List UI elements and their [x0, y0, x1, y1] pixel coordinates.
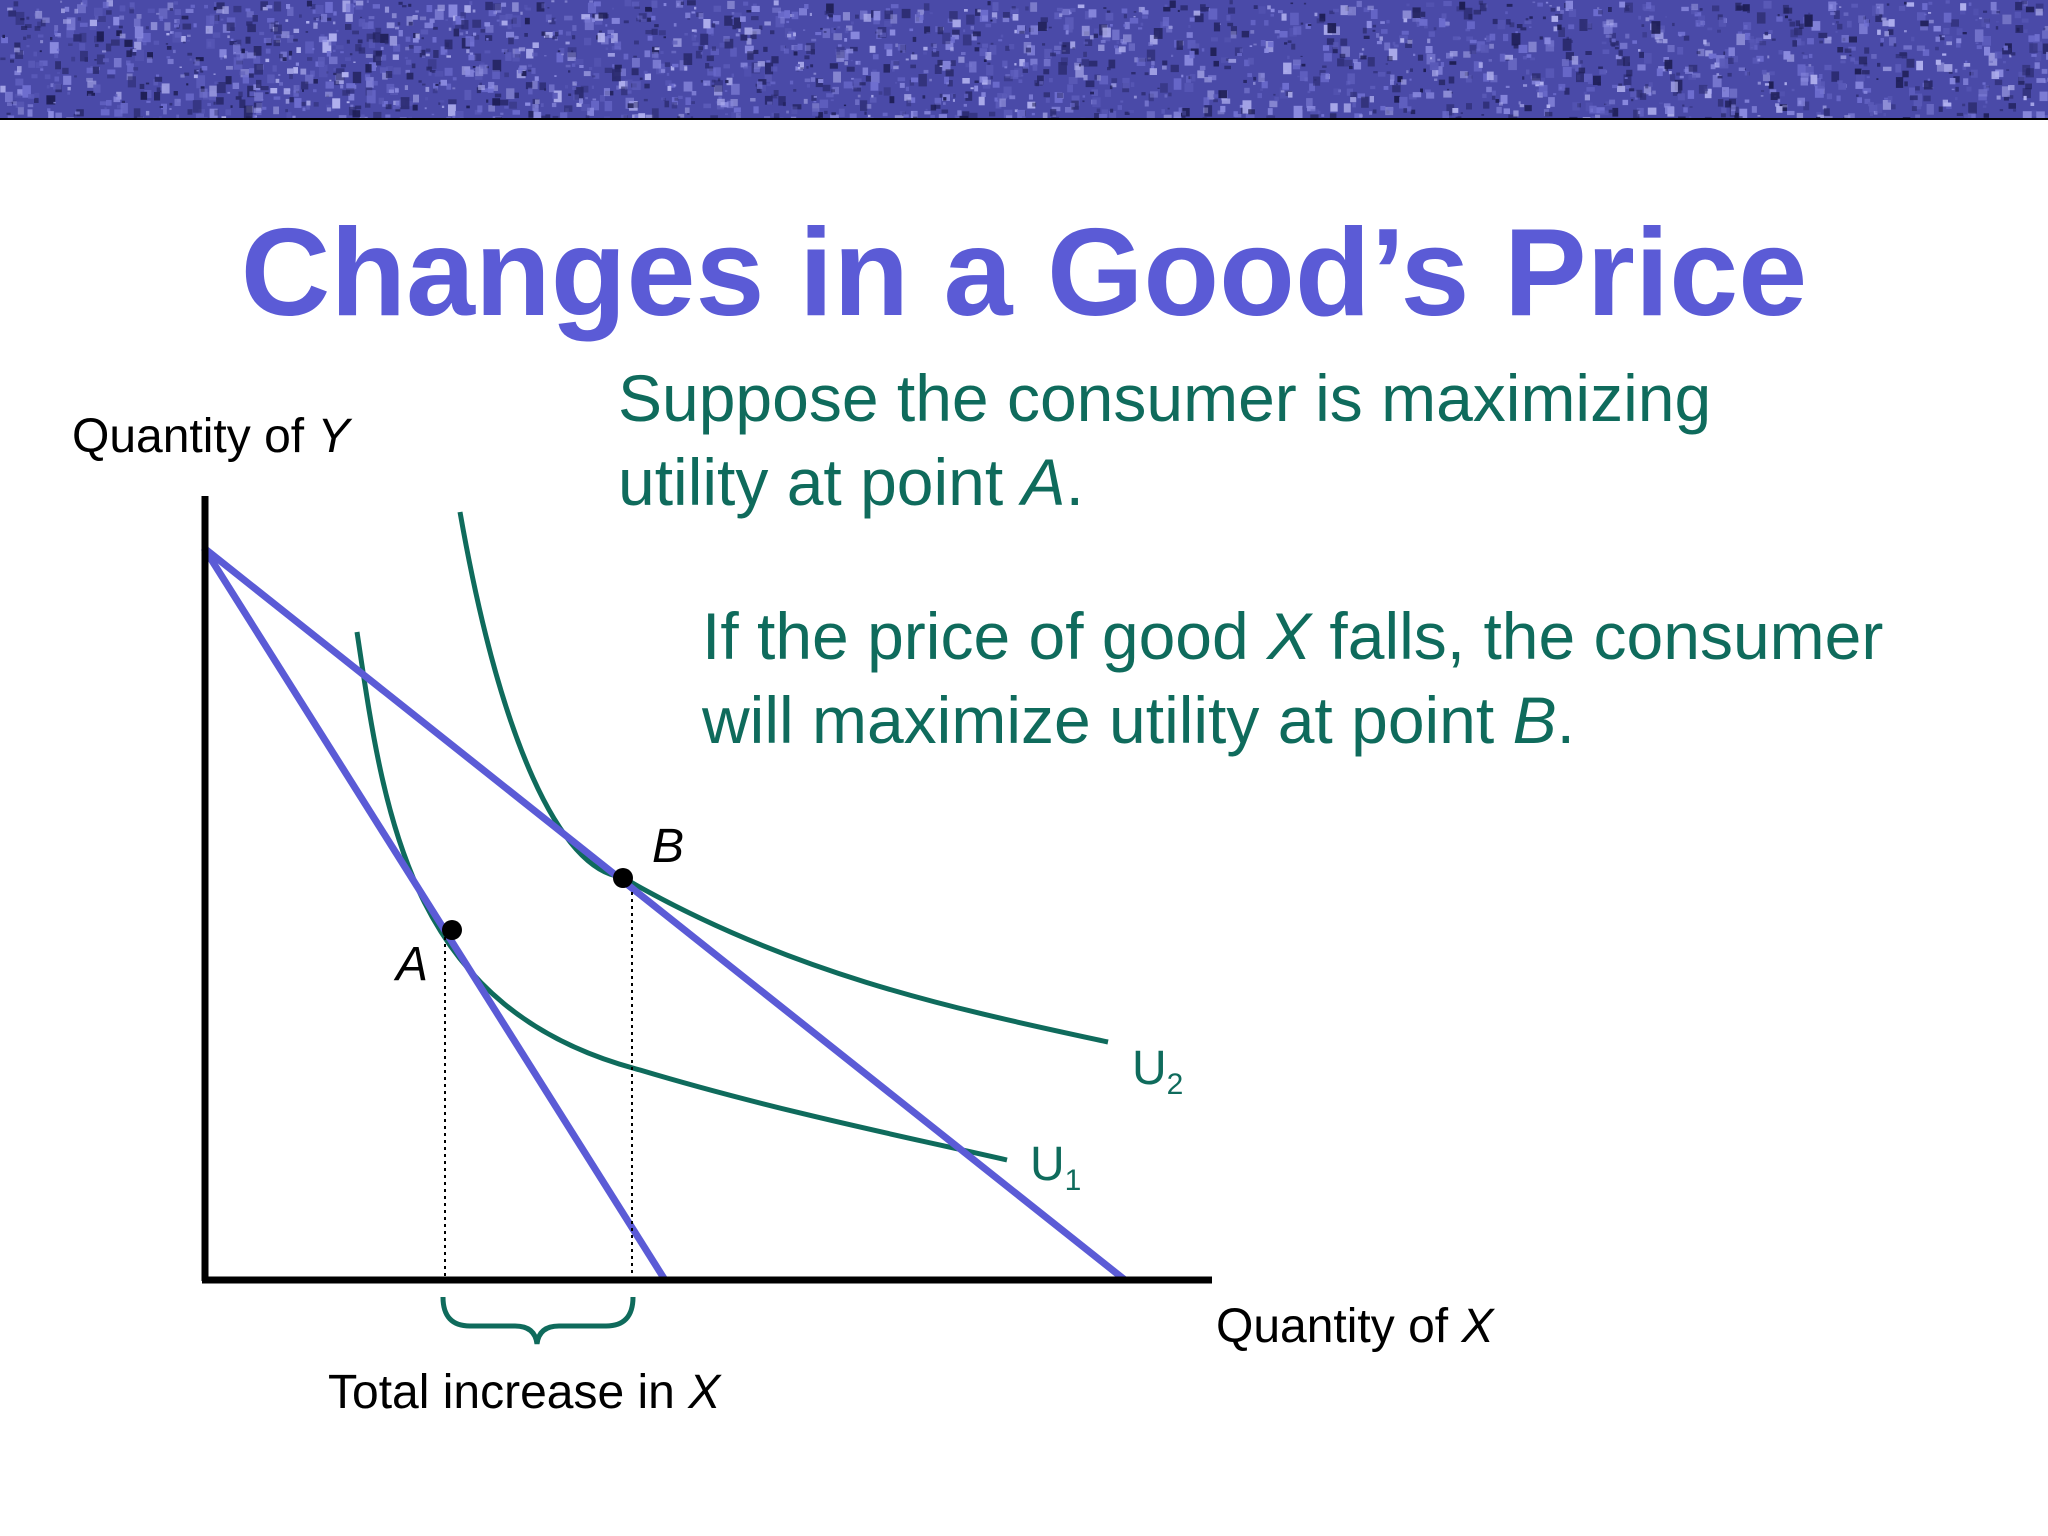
bracket-label-text: Total increase in	[328, 1366, 689, 1419]
point-a-label: A	[396, 936, 428, 994]
y-axis-label: Quantity of Y	[72, 408, 349, 466]
point-a-label-text: A	[396, 938, 429, 991]
curve-label-u1: U1	[1030, 1136, 1081, 1210]
text-a-end: .	[1065, 445, 1084, 519]
y-axis-label-text: Quantity of	[72, 410, 318, 463]
x-axis-label: Quantity of X	[1216, 1298, 1493, 1356]
curve-label-u2-sub: 2	[1166, 1068, 1184, 1101]
point-b-marker	[613, 868, 633, 888]
bracket-label: Total increase in X	[328, 1364, 720, 1422]
curve-label-u2-base: U	[1132, 1042, 1167, 1095]
text-b-end: .	[1556, 683, 1575, 757]
text-block-price-fall: If the price of good X falls, the consum…	[702, 594, 1962, 762]
slide-title: Changes in a Good’s Price	[240, 204, 1808, 342]
point-b-label: B	[652, 818, 684, 876]
bracket-label-var: X	[688, 1366, 721, 1419]
y-axis-label-var: Y	[317, 410, 350, 463]
header-banner	[0, 0, 2048, 120]
budget-line-new	[201, 545, 1128, 1283]
x-axis-label-text: Quantity of	[1216, 1300, 1462, 1353]
point-b-label-text: B	[652, 820, 685, 873]
total-increase-brace	[440, 1296, 636, 1345]
indifference-curve-u1	[354, 631, 1008, 1163]
indifference-curve-u2	[457, 511, 1109, 1045]
budget-line-original	[201, 546, 668, 1282]
text-a-point: A	[1021, 445, 1066, 519]
text-b-part1: If the price of good	[702, 599, 1268, 673]
curve-label-u2: U2	[1132, 1040, 1183, 1114]
text-b-good: X	[1267, 599, 1312, 673]
curve-label-u1-base: U	[1030, 1138, 1065, 1191]
text-a-main: Suppose the consumer is maximizing utili…	[618, 361, 1712, 519]
text-b-point: B	[1512, 683, 1557, 757]
text-block-point-a: Suppose the consumer is maximizing utili…	[618, 356, 1798, 524]
curve-label-u1-sub: 1	[1064, 1164, 1082, 1197]
banner-texture	[0, 0, 2048, 118]
point-a-marker	[442, 920, 462, 940]
x-axis-label-var: X	[1461, 1300, 1494, 1353]
text-b-part2: falls, the consumer will maximize utilit…	[702, 599, 1884, 757]
